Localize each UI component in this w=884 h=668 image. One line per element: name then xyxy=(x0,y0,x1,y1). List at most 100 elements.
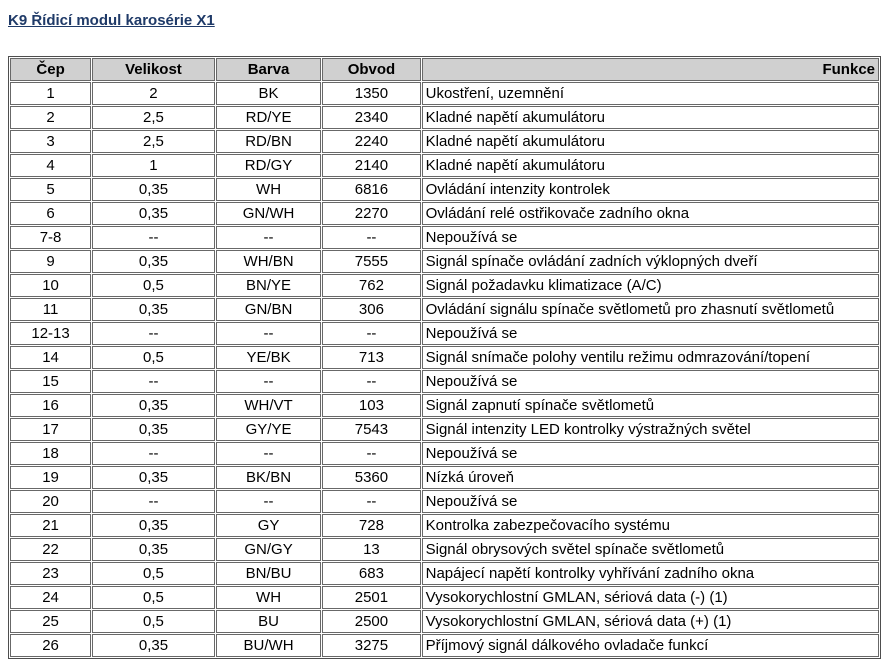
header-row: Čep Velikost Barva Obvod Funkce xyxy=(10,58,879,81)
cell: Kladné napětí akumulátoru xyxy=(421,130,879,153)
cell: 7-8 xyxy=(10,226,92,249)
cell: Signál požadavku klimatizace (A/C) xyxy=(421,274,879,297)
table-row: 19 0,35 BK/BN 5360 Nízká úroveň xyxy=(10,466,879,489)
cell: 14 xyxy=(10,346,92,369)
cell: -- xyxy=(215,490,322,513)
cell: 2270 xyxy=(322,202,421,225)
cell: 0,5 xyxy=(92,562,215,585)
cell: Příjmový signál dálkového ovladače funkc… xyxy=(421,634,879,657)
cell: Signál zapnutí spínače světlometů xyxy=(421,394,879,417)
cell: 683 xyxy=(322,562,421,585)
cell: Signál intenzity LED kontrolky výstražný… xyxy=(421,418,879,441)
cell: 728 xyxy=(322,514,421,537)
table-row: 2 2,5 RD/YE 2340 Kladné napětí akumulátoru xyxy=(10,106,879,129)
cell: Vysokorychlostní GMLAN, sériová data (-)… xyxy=(421,586,879,609)
cell: Signál snímače polohy ventilu režimu odm… xyxy=(421,346,879,369)
table-row: 20 -- -- -- Nepoužívá se xyxy=(10,490,879,513)
cell: BU/WH xyxy=(215,634,322,657)
cell: 18 xyxy=(10,442,92,465)
column-header-velikost: Velikost xyxy=(92,58,215,81)
cell: 0,5 xyxy=(92,274,215,297)
cell: Nepoužívá se xyxy=(421,370,879,393)
cell: 5 xyxy=(10,178,92,201)
cell: -- xyxy=(92,442,215,465)
cell: 2,5 xyxy=(92,130,215,153)
cell: Nepoužívá se xyxy=(421,226,879,249)
cell: 6816 xyxy=(322,178,421,201)
cell: 6 xyxy=(10,202,92,225)
cell: 2 xyxy=(10,106,92,129)
cell: 1350 xyxy=(322,82,421,105)
cell: 9 xyxy=(10,250,92,273)
cell: 11 xyxy=(10,298,92,321)
cell: 3275 xyxy=(322,634,421,657)
table-row: 23 0,5 BN/BU 683 Napájecí napětí kontrolky v… xyxy=(10,562,879,585)
cell: 10 xyxy=(10,274,92,297)
cell: 26 xyxy=(10,634,92,657)
cell: -- xyxy=(215,442,322,465)
cell: WH/VT xyxy=(215,394,322,417)
cell: 1 xyxy=(10,82,92,105)
cell: 0,35 xyxy=(92,538,215,561)
cell: Nepoužívá se xyxy=(421,490,879,513)
column-header-funkce: Funkce xyxy=(421,58,879,81)
cell: 25 xyxy=(10,610,92,633)
cell: Nízká úroveň xyxy=(421,466,879,489)
cell: Ovládání signálu spínače světlometů pro … xyxy=(421,298,879,321)
cell: Kladné napětí akumulátoru xyxy=(421,106,879,129)
cell: 2240 xyxy=(322,130,421,153)
cell: 2140 xyxy=(322,154,421,177)
table-row: 18 -- -- -- Nepoužívá se xyxy=(10,442,879,465)
table-row: 11 0,35 GN/BN 306 Ovládání signálu spínače s… xyxy=(10,298,879,321)
cell: 13 xyxy=(322,538,421,561)
cell: -- xyxy=(92,490,215,513)
table-row: 6 0,35 GN/WH 2270 Ovládání relé ostřikovače … xyxy=(10,202,879,225)
cell: 0,35 xyxy=(92,514,215,537)
cell: YE/BK xyxy=(215,346,322,369)
cell: 2 xyxy=(92,82,215,105)
cell: WH/BN xyxy=(215,250,322,273)
cell: 19 xyxy=(10,466,92,489)
cell: 0,35 xyxy=(92,298,215,321)
cell: 2340 xyxy=(322,106,421,129)
cell: -- xyxy=(92,322,215,345)
cell: Ovládání relé ostřikovače zadního okna xyxy=(421,202,879,225)
cell: 2501 xyxy=(322,586,421,609)
table-row: 22 0,35 GN/GY 13 Signál obrysových světel sp… xyxy=(10,538,879,561)
cell: GY/YE xyxy=(215,418,322,441)
cell: 5360 xyxy=(322,466,421,489)
cell: BU xyxy=(215,610,322,633)
table-row: 26 0,35 BU/WH 3275 Příjmový signál dálkového… xyxy=(10,634,879,657)
cell: 306 xyxy=(322,298,421,321)
cell: Nepoužívá se xyxy=(421,322,879,345)
cell: -- xyxy=(92,370,215,393)
cell: Napájecí napětí kontrolky vyhřívání zadn… xyxy=(421,562,879,585)
cell: 103 xyxy=(322,394,421,417)
cell: WH xyxy=(215,586,322,609)
table-row: 24 0,5 WH 2501 Vysokorychlostní GMLAN, sério… xyxy=(10,586,879,609)
cell: Signál obrysových světel spínače světlom… xyxy=(421,538,879,561)
table-row: 10 0,5 BN/YE 762 Signál požadavku klimatizac… xyxy=(10,274,879,297)
cell: 1 xyxy=(92,154,215,177)
cell: BK/BN xyxy=(215,466,322,489)
table-row: 14 0,5 YE/BK 713 Signál snímače polohy venti… xyxy=(10,346,879,369)
cell: Ukostření, uzemnění xyxy=(421,82,879,105)
table-row: 12-13 -- -- -- Nepoužívá se xyxy=(10,322,879,345)
table-row: 4 1 RD/GY 2140 Kladné napětí akumulátoru xyxy=(10,154,879,177)
cell: 15 xyxy=(10,370,92,393)
cell: 2500 xyxy=(322,610,421,633)
table-body: 1 2 BK 1350 Ukostření, uzemnění 2 2,5 RD/YE 2340… xyxy=(10,82,879,657)
cell: -- xyxy=(322,370,421,393)
table-row: 16 0,35 WH/VT 103 Signál zapnutí spínače svě… xyxy=(10,394,879,417)
table-row: 7-8 -- -- -- Nepoužívá se xyxy=(10,226,879,249)
cell: -- xyxy=(92,226,215,249)
cell: -- xyxy=(215,322,322,345)
table-row: 1 2 BK 1350 Ukostření, uzemnění xyxy=(10,82,879,105)
cell: -- xyxy=(322,226,421,249)
cell: Nepoužívá se xyxy=(421,442,879,465)
cell: 0,35 xyxy=(92,394,215,417)
cell: 17 xyxy=(10,418,92,441)
table-row: 25 0,5 BU 2500 Vysokorychlostní GMLAN, sério… xyxy=(10,610,879,633)
cell: 0,5 xyxy=(92,586,215,609)
